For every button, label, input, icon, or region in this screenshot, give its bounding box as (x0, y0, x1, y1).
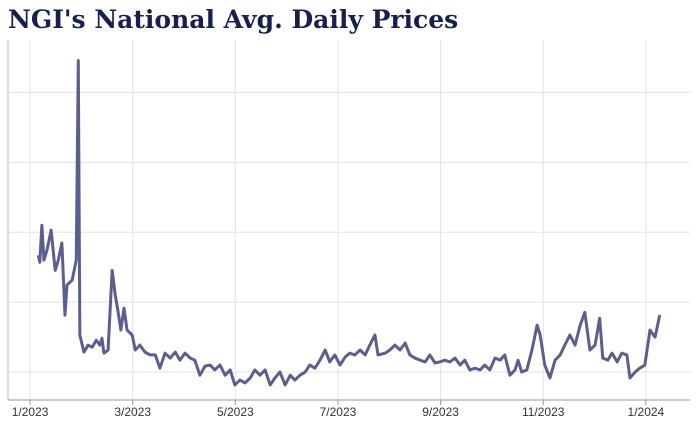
line (36, 59, 662, 387)
x-tick-label: 1/2023 (12, 405, 49, 419)
x-tick-label: 3/2023 (114, 405, 151, 419)
x-tick-label: 9/2023 (422, 405, 459, 419)
x-tick-label: 7/2023 (320, 405, 357, 419)
x-tick-label: 11/2023 (522, 405, 565, 419)
chart-title: NGI's National Avg. Daily Prices (8, 5, 458, 34)
x-tick-label: 1/2024 (628, 405, 665, 419)
x-tick-label: 5/2023 (217, 405, 254, 419)
